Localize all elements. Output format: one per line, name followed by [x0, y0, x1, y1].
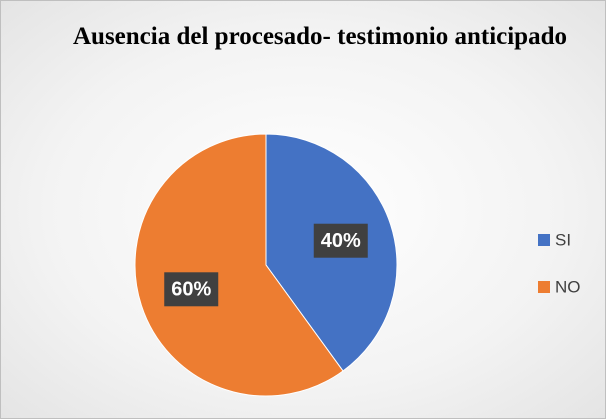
legend-label: SI: [555, 230, 571, 249]
data-label-box: [164, 272, 219, 307]
legend-swatch: [538, 234, 550, 246]
pie-slice: [134, 133, 344, 397]
legend-label: NO: [555, 277, 581, 296]
data-label: 40%: [321, 230, 361, 252]
data-label: 60%: [171, 279, 211, 301]
chart-title: Ausencia del procesado- testimonio antic…: [73, 23, 567, 50]
data-label-box: [313, 223, 368, 258]
legend-swatch: [538, 281, 550, 293]
